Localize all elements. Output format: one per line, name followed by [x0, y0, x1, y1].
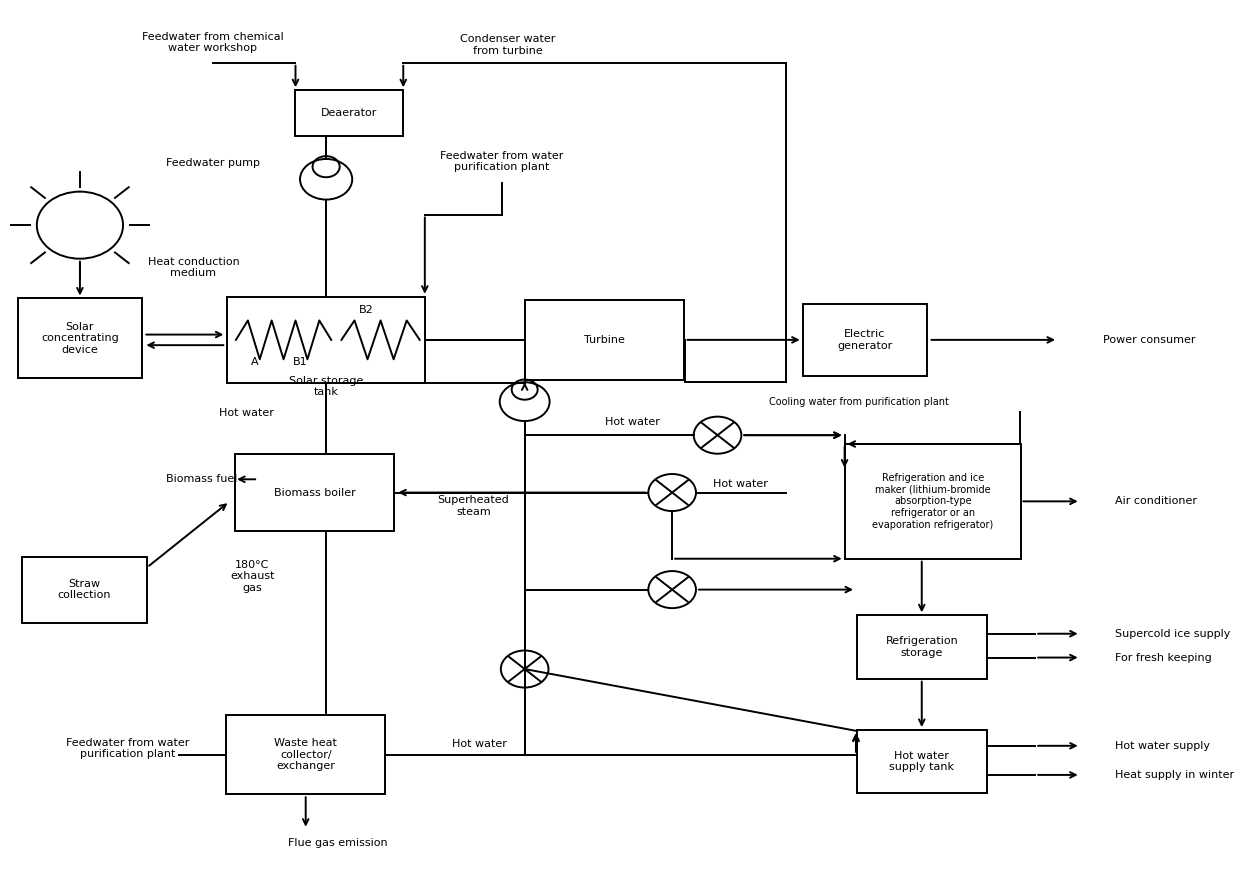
Text: 180°C
exhaust
gas: 180°C exhaust gas: [231, 559, 274, 593]
Text: Heat conduction
medium: Heat conduction medium: [148, 257, 239, 278]
Text: Electric
generator: Electric generator: [837, 329, 893, 351]
FancyBboxPatch shape: [846, 444, 1021, 559]
FancyBboxPatch shape: [525, 300, 683, 379]
Text: Heat supply in winter: Heat supply in winter: [1115, 770, 1234, 780]
Text: Supercold ice supply: Supercold ice supply: [1115, 629, 1230, 638]
Text: Solar
concentrating
device: Solar concentrating device: [41, 321, 119, 354]
Text: Waste heat
collector/
exchanger: Waste heat collector/ exchanger: [274, 738, 337, 771]
Text: Biomass fuel: Biomass fuel: [166, 474, 237, 484]
Text: For fresh keeping: For fresh keeping: [1115, 653, 1211, 662]
Text: Condenser water
from turbine: Condenser water from turbine: [460, 35, 556, 56]
Text: Flue gas emission: Flue gas emission: [288, 838, 387, 848]
Text: Feedwater from chemical
water workshop: Feedwater from chemical water workshop: [141, 32, 284, 53]
Text: Hot water: Hot water: [605, 417, 660, 427]
Text: Deaerator: Deaerator: [321, 108, 377, 118]
Text: Straw
collection: Straw collection: [58, 579, 112, 600]
Text: Refrigeration
storage: Refrigeration storage: [885, 636, 959, 658]
FancyBboxPatch shape: [226, 715, 386, 795]
FancyBboxPatch shape: [857, 730, 987, 794]
FancyBboxPatch shape: [227, 297, 425, 383]
FancyBboxPatch shape: [295, 91, 403, 136]
Text: Power consumer: Power consumer: [1104, 335, 1195, 345]
Text: Cooling water from purification plant: Cooling water from purification plant: [769, 397, 950, 407]
Text: Hot water: Hot water: [219, 408, 274, 418]
Text: Feedwater from water
purification plant: Feedwater from water purification plant: [440, 151, 564, 172]
Text: Solar storage
tank: Solar storage tank: [289, 376, 363, 398]
Text: A: A: [252, 357, 259, 368]
Text: Hot water
supply tank: Hot water supply tank: [889, 751, 955, 773]
FancyBboxPatch shape: [857, 615, 987, 678]
FancyBboxPatch shape: [22, 557, 146, 622]
Text: Hot water supply: Hot water supply: [1115, 741, 1210, 750]
FancyBboxPatch shape: [236, 454, 394, 531]
Text: B2: B2: [360, 305, 373, 315]
Text: Biomass boiler: Biomass boiler: [274, 488, 356, 497]
Text: Refrigeration and ice
maker (lithium-bromide
absorption-type
refrigerator or an
: Refrigeration and ice maker (lithium-bro…: [873, 473, 993, 529]
Text: Air conditioner: Air conditioner: [1115, 496, 1197, 506]
Text: Hot water: Hot water: [713, 479, 768, 488]
Text: B1: B1: [294, 357, 308, 368]
Text: Hot water: Hot water: [451, 739, 507, 749]
Text: Feedwater from water
purification plant: Feedwater from water purification plant: [66, 738, 190, 759]
Text: Feedwater pump: Feedwater pump: [166, 158, 259, 169]
Text: Superheated
steam: Superheated steam: [438, 495, 510, 517]
Text: Turbine: Turbine: [584, 335, 625, 345]
FancyBboxPatch shape: [17, 298, 143, 377]
FancyBboxPatch shape: [802, 304, 928, 376]
